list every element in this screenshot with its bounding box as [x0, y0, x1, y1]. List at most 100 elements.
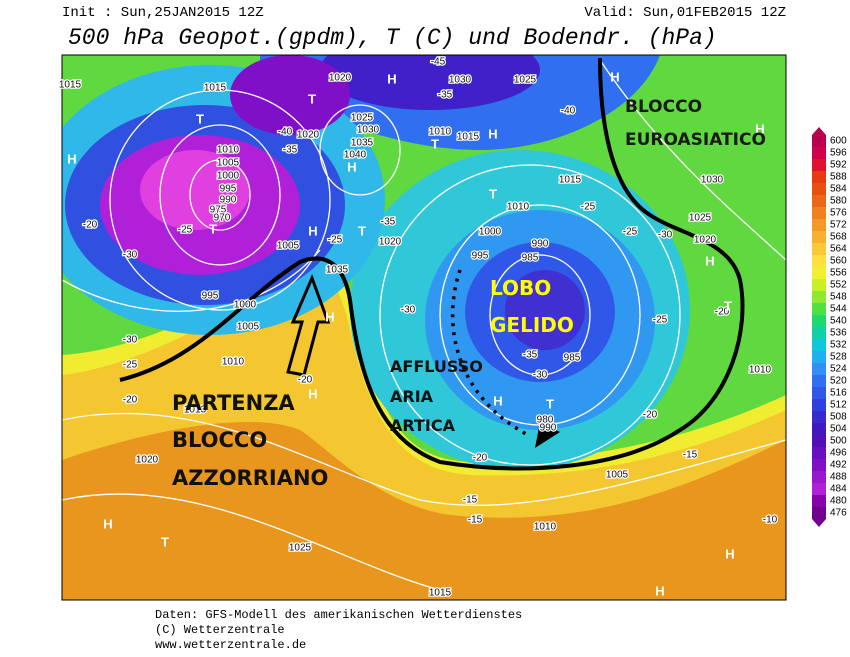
pressure-center: H: [387, 71, 396, 86]
contour-label: -10: [763, 515, 778, 526]
contour-label: 990: [540, 423, 557, 434]
isobar: [189, 159, 251, 231]
colorbar-swatch: [812, 279, 826, 291]
contour-label: -30: [123, 335, 138, 346]
colorbar-label: 508: [830, 412, 847, 423]
contour-label: -35: [523, 350, 538, 361]
contour-label: 1035: [351, 138, 374, 149]
pressure-center: H: [655, 583, 664, 598]
isobar: [62, 59, 786, 591]
contour-label: -40: [561, 106, 576, 117]
contour-label: -45: [431, 57, 446, 68]
colorbar-swatch: [812, 327, 826, 339]
contour-label: 980: [537, 415, 554, 426]
region: [230, 55, 350, 135]
contour-label: 1010: [217, 145, 240, 156]
contour-label: 990: [220, 195, 237, 206]
region: [505, 270, 585, 350]
pressure-center: H: [705, 253, 714, 268]
contour-label: 1000: [217, 171, 240, 182]
contour-label: 1005: [277, 241, 300, 252]
annotation-arrow: [286, 273, 331, 377]
contour-label: -15: [683, 450, 698, 461]
contour-label: -20: [643, 410, 658, 421]
contour-label: 995: [202, 291, 219, 302]
contour-label: 1000: [479, 227, 502, 238]
isobar: [159, 124, 281, 266]
colorbar-cap: [812, 127, 826, 135]
annotation: BLOCCO: [625, 97, 702, 117]
contour-label: -20: [123, 395, 138, 406]
colorbar-label: 548: [830, 292, 847, 303]
colorbar-label: 516: [830, 388, 847, 399]
pressure-center: H: [488, 126, 497, 141]
pressure-center: H: [755, 121, 764, 136]
pressure-center: T: [161, 534, 169, 549]
colorbar-label: 580: [830, 196, 847, 207]
contour-label: 1013: [184, 405, 207, 416]
contour-label: 990: [532, 239, 549, 250]
annotation: AZZORRIANO: [172, 466, 328, 490]
isobar: [319, 104, 401, 196]
isobar: [379, 164, 681, 466]
pressure-center: T: [724, 298, 732, 313]
contour-label: 1010: [507, 202, 530, 213]
colorbar-label: 500: [830, 436, 847, 447]
map: [61, 54, 787, 601]
contour-label: -15: [463, 495, 478, 506]
footer-text: (C) Wetterzentrale: [155, 623, 285, 637]
contour-label: -25: [623, 227, 638, 238]
footer-text: Daten: GFS-Modell des amerikanischen Wet…: [155, 608, 522, 622]
colorbar-label: 492: [830, 460, 847, 471]
colorbar-swatch: [812, 339, 826, 351]
contour-label: 1010: [222, 357, 245, 368]
isobar: [109, 89, 331, 311]
colorbar-label: 496: [830, 448, 847, 459]
contour-label: -25: [123, 360, 138, 371]
colorbar-swatch: [812, 267, 826, 279]
pressure-center: H: [493, 393, 502, 408]
colorbar-label: 484: [830, 484, 847, 495]
colorbar: 6005965925885845805765725685645605565525…: [812, 127, 847, 527]
pressure-center: H: [347, 159, 356, 174]
colorbar-label: 532: [830, 340, 847, 351]
contour-label: -30: [123, 250, 138, 261]
pressure-center: H: [325, 309, 334, 324]
colorbar-label: 572: [830, 220, 847, 231]
colorbar-swatch: [812, 171, 826, 183]
pressure-center: T: [358, 223, 366, 238]
contour-label: 1020: [297, 130, 320, 141]
colorbar-swatch: [812, 507, 826, 519]
pressure-center: H: [610, 69, 619, 84]
contour-label: 1040: [344, 150, 367, 161]
pressure-center: H: [308, 223, 317, 238]
colorbar-label: 528: [830, 352, 847, 363]
contour-label: 1025: [289, 543, 312, 554]
colorbar-swatch: [812, 243, 826, 255]
pressure-center: T: [431, 136, 439, 151]
pressure-center: H: [308, 386, 317, 401]
colorbar-swatch: [812, 315, 826, 327]
contour-label: 1020: [694, 235, 717, 246]
colorbar-label: 584: [830, 184, 847, 195]
colorbar-swatch: [812, 495, 826, 507]
contour-label: -30: [658, 230, 673, 241]
contour-label: 1015: [59, 80, 82, 91]
contour-label: 1005: [217, 158, 240, 169]
contour-label: 1020: [379, 237, 402, 248]
contour-label: -35: [381, 217, 396, 228]
region: [140, 150, 250, 230]
contour-label: 1020: [329, 73, 352, 84]
colorbar-swatch: [812, 231, 826, 243]
annotation: AFFLUSSO: [390, 357, 483, 376]
pressure-center: T: [546, 396, 554, 411]
pressure-center: H: [67, 151, 76, 166]
colorbar-label: 544: [830, 304, 847, 315]
contour-label: 1025: [514, 75, 537, 86]
map-frame: [61, 54, 787, 601]
colorbar-label: 524: [830, 364, 847, 375]
colorbar-swatch: [812, 363, 826, 375]
colorbar-swatch: [812, 471, 826, 483]
colorbar-swatch: [812, 207, 826, 219]
